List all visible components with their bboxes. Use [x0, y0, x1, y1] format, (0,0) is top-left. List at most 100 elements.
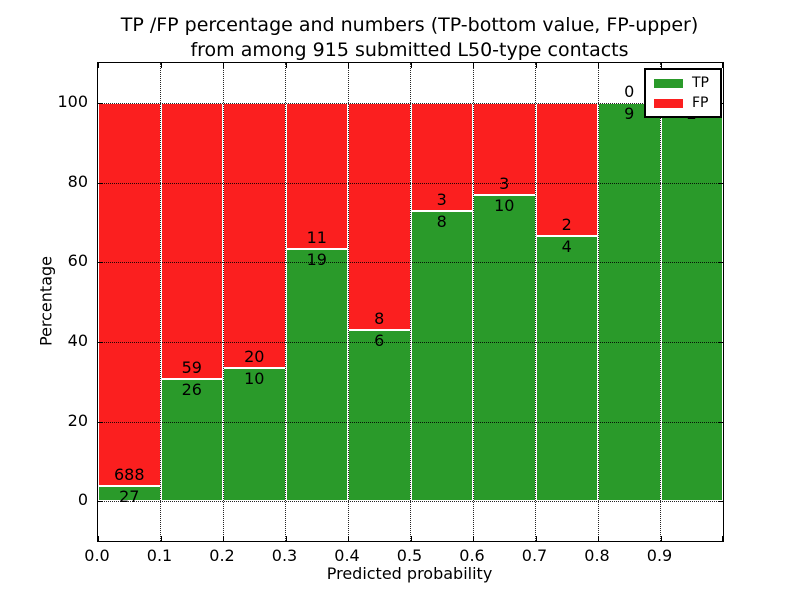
x-axis-tick	[722, 63, 723, 68]
legend: TP FP	[644, 68, 722, 118]
gridline-vertical	[410, 63, 411, 541]
gridline-vertical	[535, 63, 536, 541]
tp-count-label: 4	[561, 236, 572, 256]
fp-count-label: 20	[244, 347, 265, 367]
x-tick-label: 0.5	[396, 546, 423, 565]
fp-count-label: 8	[374, 309, 385, 329]
x-axis-tick	[598, 63, 599, 68]
y-tick-label: 40	[67, 330, 88, 350]
y-axis-tick	[718, 501, 723, 503]
x-axis-tick	[660, 536, 662, 541]
fp-count-label: 59	[181, 358, 202, 378]
bar-segment-fp	[348, 102, 411, 331]
gridline-vertical	[285, 63, 286, 541]
bar-segment-fp	[98, 102, 161, 487]
x-axis-tick	[160, 536, 162, 541]
x-tick-label: 0.6	[459, 546, 485, 565]
x-axis-tick	[535, 63, 537, 68]
x-tick-label: 0.2	[209, 546, 235, 565]
x-axis-tick	[473, 63, 474, 68]
x-axis-tick	[660, 63, 662, 68]
y-tick-label: 0	[77, 490, 88, 510]
legend-swatch-tp	[654, 78, 683, 88]
legend-swatch-fp	[654, 98, 683, 108]
x-axis-tick	[410, 536, 412, 541]
y-axis-tick	[98, 501, 103, 503]
tp-count-label: 8	[436, 212, 447, 232]
y-axis-tick	[718, 341, 723, 343]
gridline-vertical	[347, 63, 349, 541]
y-axis-tick	[718, 421, 723, 423]
tp-count-label: 27	[119, 487, 140, 507]
bar-segment-tp	[660, 102, 723, 502]
bar-segment-fp	[223, 102, 286, 369]
legend-label-tp: TP	[692, 75, 709, 91]
tp-count-label: 9	[624, 103, 635, 123]
y-tick-label: 80	[67, 171, 88, 191]
gridline-vertical	[160, 63, 161, 541]
x-axis-tick	[722, 536, 723, 541]
x-axis-tick	[98, 536, 99, 541]
legend-label-fp: FP	[692, 95, 709, 111]
x-axis-tick	[223, 536, 224, 541]
fp-count-label: 688	[113, 465, 145, 485]
bar-segment-tp	[473, 194, 536, 502]
fp-count-label: 11	[306, 227, 327, 247]
chart-title-line1: TP /FP percentage and numbers (TP-bottom…	[120, 14, 699, 36]
legend-entry-fp: FP	[654, 95, 716, 111]
x-axis-tick	[223, 63, 224, 68]
x-axis-tick	[348, 536, 349, 541]
chart-title-line2: from among 915 submitted L50-type contac…	[190, 39, 629, 61]
y-axis-tick	[98, 182, 103, 184]
tp-count-label: 19	[306, 249, 327, 269]
y-tick-label: 20	[67, 410, 88, 430]
tp-count-label: 10	[494, 195, 515, 215]
y-axis-tick	[98, 421, 103, 423]
bar-segment-tp	[410, 211, 473, 502]
x-axis-tick	[348, 63, 349, 68]
tp-count-label: 6	[374, 331, 385, 351]
bar-segment-tp	[285, 248, 348, 502]
y-tick-label: 60	[67, 251, 88, 271]
bar-segment-tp	[598, 102, 661, 502]
fp-count-label: 2	[561, 214, 572, 234]
y-axis-tick	[98, 341, 103, 343]
legend-entry-tp: TP	[654, 75, 716, 91]
x-axis-tick	[535, 536, 537, 541]
x-tick-label: 0.7	[521, 546, 548, 565]
bar-segment-fp	[160, 102, 223, 380]
bar-segment-tp	[160, 379, 223, 502]
gridline-vertical	[660, 63, 661, 541]
y-axis-tick	[718, 182, 723, 184]
x-axis-tick	[473, 536, 474, 541]
y-axis-tick	[718, 262, 723, 264]
x-axis-tick	[410, 63, 412, 68]
x-axis-tick	[598, 536, 599, 541]
gridline-vertical	[222, 63, 224, 541]
tp-count-label: 26	[181, 380, 202, 400]
bar-segment-tp	[348, 330, 411, 502]
x-tick-label: 0.8	[584, 546, 610, 565]
x-tick-label: 0.0	[84, 546, 110, 565]
bar-segment-tp	[535, 235, 598, 502]
tp-count-label: 10	[244, 369, 265, 389]
y-tick-label: 100	[57, 91, 88, 111]
x-axis-label: Predicted probability	[326, 564, 493, 583]
x-tick-label: 0.1	[146, 546, 173, 565]
bar-segment-fp	[410, 102, 473, 212]
x-axis-tick	[98, 63, 99, 68]
x-axis-tick	[285, 63, 287, 68]
bar-segment-fp	[285, 102, 348, 249]
x-tick-label: 0.3	[271, 546, 298, 565]
x-tick-label: 0.4	[334, 546, 360, 565]
x-tick-label: 0.9	[646, 546, 673, 565]
x-axis-tick	[285, 536, 287, 541]
x-axis-tick	[160, 63, 162, 68]
fp-count-label: 0	[624, 81, 635, 101]
bar-segment-tp	[223, 368, 286, 502]
gridline-vertical	[597, 63, 599, 541]
y-axis-tick	[98, 102, 103, 104]
gridline-vertical	[472, 63, 474, 541]
